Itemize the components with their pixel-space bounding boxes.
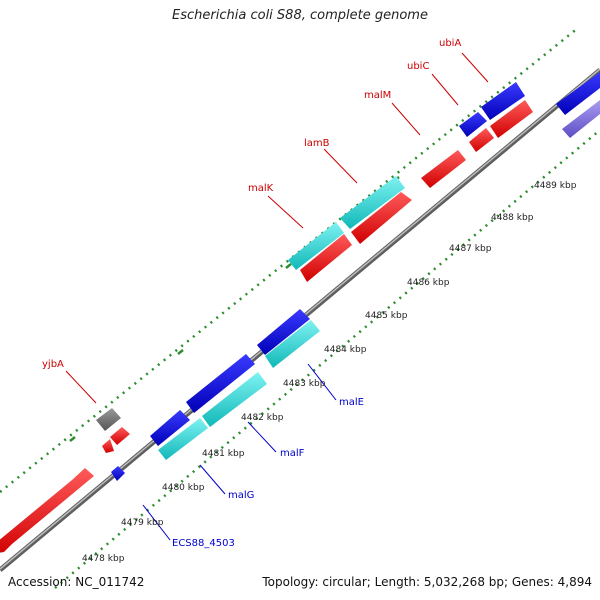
tick-mark: [285, 263, 292, 269]
gene-yjba[interactable]: [96, 408, 121, 431]
ruler-label: 4481 kbp: [202, 449, 245, 459]
gene-cyan-malg[interactable]: [158, 418, 208, 460]
gene-label[interactable]: malG: [228, 490, 254, 501]
accession-text: Accession: NC_011742: [8, 575, 145, 589]
gene-labels-lower: ECS88_4503 malG malF malE: [172, 397, 364, 549]
leader-ubia: [461, 52, 489, 83]
gene-label[interactable]: ECS88_4503: [172, 538, 235, 549]
gene-lamb[interactable]: [351, 192, 412, 244]
ruler-label: 4478 kbp: [82, 554, 125, 564]
gene-malk[interactable]: [300, 234, 352, 282]
tick-mark: [177, 349, 184, 355]
leader-ecs88: [142, 504, 171, 541]
gene-label[interactable]: malF: [280, 448, 305, 459]
leader-malf: [247, 421, 277, 453]
gene-red-small-1[interactable]: [110, 427, 130, 445]
gene-label[interactable]: malM: [364, 90, 391, 101]
gene-label[interactable]: ubiC: [407, 61, 429, 72]
ruler-label: 4479 kbp: [121, 518, 164, 528]
lower-strand-genes: [111, 320, 320, 481]
gene-labels-upper: yjbA malK lamB malM ubiC ubiA: [42, 38, 461, 370]
gene-red-small-2[interactable]: [102, 439, 114, 453]
gene-label[interactable]: yjbA: [42, 359, 64, 370]
gene-blue-right[interactable]: [556, 72, 600, 115]
ruler-track-inner: [54, 129, 600, 589]
gene-cyan-malk[interactable]: [288, 222, 344, 270]
label-leaders: [65, 52, 489, 541]
leader-malm: [391, 102, 421, 136]
tick-mark: [69, 436, 76, 442]
ruler-label: 4485 kbp: [365, 311, 408, 321]
leader-yjba: [65, 370, 97, 404]
leader-male: [307, 363, 337, 401]
leader-malg: [199, 464, 226, 495]
gene-blue-2[interactable]: [186, 354, 255, 413]
gene-cyan-malf[interactable]: [202, 372, 267, 427]
gene-blue-3[interactable]: [257, 309, 310, 355]
gene-purple-right[interactable]: [562, 100, 600, 138]
gene-label[interactable]: ubiA: [439, 38, 461, 49]
gene-label[interactable]: lamB: [304, 138, 330, 149]
gene-cyan-lamb[interactable]: [340, 176, 405, 229]
ruler-label: 4488 kbp: [491, 213, 534, 223]
gene-ubic-blue[interactable]: [459, 112, 487, 137]
gene-blue-ecs88[interactable]: [111, 466, 125, 481]
ruler-labels: 4478 kbp 4479 kbp 4480 kbp 4481 kbp 4482…: [82, 181, 577, 564]
ruler-label: 4487 kbp: [449, 244, 492, 254]
map-title: Escherichia coli S88, complete genome: [172, 8, 428, 23]
gene-ubia[interactable]: [481, 82, 525, 120]
ruler-label: 4486 kbp: [407, 278, 450, 288]
gene-blue-1[interactable]: [150, 410, 190, 446]
genome-summary-text: Topology: circular; Length: 5,032,268 bp…: [262, 575, 592, 589]
ruler-label: 4483 kbp: [283, 379, 326, 389]
ruler-label: 4489 kbp: [534, 181, 577, 191]
gene-label[interactable]: malE: [339, 397, 364, 408]
gene-malm[interactable]: [421, 150, 466, 188]
gene-cyan-male[interactable]: [265, 320, 320, 368]
gene-label[interactable]: malK: [248, 183, 274, 194]
gene-ubia-red[interactable]: [490, 100, 533, 138]
ruler-label: 4482 kbp: [241, 413, 284, 423]
leader-ubic: [431, 73, 459, 106]
ruler-label: 4480 kbp: [162, 483, 205, 493]
ruler-label: 4484 kbp: [324, 345, 367, 355]
gene-red-1[interactable]: [0, 468, 94, 556]
leader-malk: [267, 195, 304, 229]
leader-lamb: [323, 148, 358, 184]
upper-strand-genes: [0, 72, 600, 556]
gene-ubic[interactable]: [469, 128, 494, 152]
